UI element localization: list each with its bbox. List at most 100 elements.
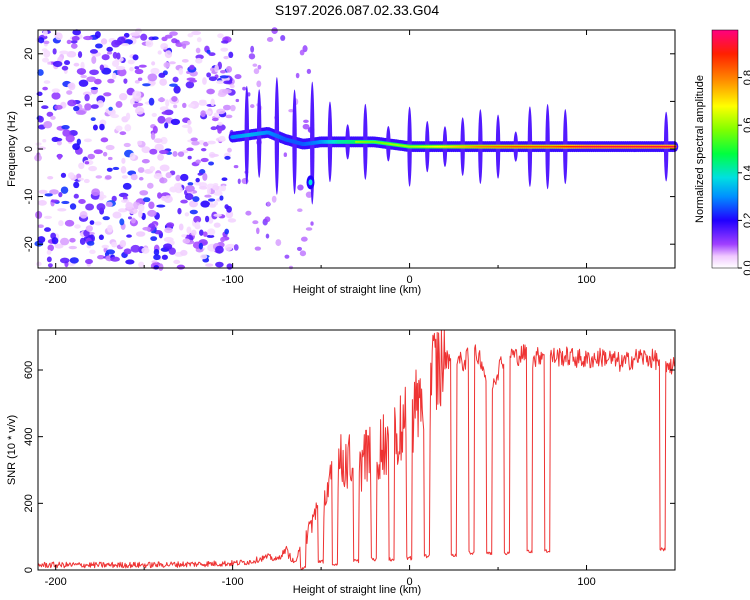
noise-blob (221, 177, 228, 182)
noise-blob (80, 74, 87, 79)
noise-blob (93, 78, 102, 85)
noise-blob (178, 68, 184, 75)
noise-blob (213, 222, 221, 228)
x-tick-label: 0 (407, 274, 413, 286)
noise-blob (134, 80, 140, 84)
noise-blob (185, 81, 195, 89)
noise-blob (250, 45, 255, 53)
noise-blob (297, 208, 303, 213)
noise-blob (151, 36, 159, 41)
noise-blob (56, 140, 62, 146)
noise-blob (138, 261, 145, 268)
noise-blob (60, 186, 69, 194)
noise-blob (112, 211, 122, 219)
noise-blob (85, 203, 95, 211)
noise-blob (86, 240, 95, 246)
noise-blob (190, 137, 198, 142)
noise-blob (153, 172, 163, 180)
noise-blob (212, 185, 220, 191)
noise-blob (141, 158, 150, 164)
noise-blob (202, 77, 207, 85)
noise-blob (44, 193, 53, 197)
noise-blob (264, 216, 271, 223)
noise-blob (154, 143, 164, 152)
noise-blob (88, 165, 98, 172)
noise-blob (157, 192, 162, 199)
noise-blob (303, 119, 309, 123)
noise-blob (142, 197, 151, 203)
noise-blob (215, 261, 224, 268)
noise-blob (233, 244, 239, 251)
noise-blob (52, 60, 63, 68)
noise-blob (120, 165, 127, 174)
noise-blob (200, 200, 210, 208)
noise-blob (107, 78, 115, 84)
noise-blob (148, 97, 155, 106)
noise-blob (169, 83, 178, 87)
noise-blob (69, 203, 77, 210)
noise-blob (47, 175, 54, 180)
noise-blob (95, 43, 103, 49)
noise-blob (43, 49, 51, 58)
noise-blob (130, 32, 140, 37)
noise-blob (106, 46, 113, 52)
noise-blob (103, 92, 112, 97)
noise-blob (206, 88, 215, 95)
noise-blob (58, 192, 63, 198)
noise-blob (208, 52, 216, 57)
noise-blob (253, 68, 260, 75)
noise-blob (138, 176, 144, 181)
spectrogram-y-ticks: -20 -10 0 10 20 (23, 48, 675, 252)
noise-blob (135, 199, 142, 203)
noise-blob (105, 201, 113, 207)
noise-blob (299, 49, 305, 56)
noise-blob (61, 65, 69, 71)
noise-blob (280, 35, 286, 41)
noise-blob (90, 104, 99, 109)
noise-blob (256, 227, 260, 235)
noise-blob (204, 194, 212, 198)
noise-blob (206, 140, 216, 145)
noise-blob (248, 53, 256, 60)
colorbar-tick-label: 0.8 (742, 70, 750, 85)
noise-blob (65, 134, 75, 143)
noise-blob (89, 220, 95, 225)
noise-blob (137, 167, 145, 173)
noise-blob (198, 140, 205, 145)
noise-blob (181, 59, 189, 63)
noise-blob (157, 115, 166, 124)
noise-blob (208, 161, 215, 166)
snr-content (37, 329, 675, 571)
noise-blob (229, 84, 235, 89)
noise-blob (61, 124, 70, 130)
noise-blob (217, 127, 222, 134)
noise-blob (164, 227, 173, 234)
noise-blob (225, 210, 234, 219)
noise-blob (187, 126, 193, 134)
noise-blob (72, 143, 80, 151)
noise-blob (189, 64, 195, 70)
noise-blob (111, 195, 117, 202)
noise-blob (164, 122, 169, 129)
noise-blob (182, 43, 187, 49)
noise-blob (73, 181, 80, 189)
noise-blob (84, 94, 90, 102)
noise-blob (107, 224, 113, 233)
noise-blob (67, 83, 74, 89)
noise-blob (84, 161, 90, 165)
noise-blob (302, 45, 308, 53)
noise-blob (202, 231, 208, 237)
spectrogram-y-label: Frequency (Hz) (6, 111, 18, 187)
noise-blob (96, 203, 106, 211)
noise-blob (117, 68, 127, 77)
noise-blob (165, 172, 172, 179)
noise-blob (221, 88, 232, 94)
noise-blob (93, 149, 103, 155)
noise-blob (158, 263, 164, 271)
noise-blob (148, 201, 155, 210)
noise-blob (99, 64, 105, 71)
noise-blob (107, 156, 113, 161)
noise-blob (216, 80, 225, 85)
noise-blob (137, 140, 143, 146)
noise-blob (310, 221, 314, 226)
